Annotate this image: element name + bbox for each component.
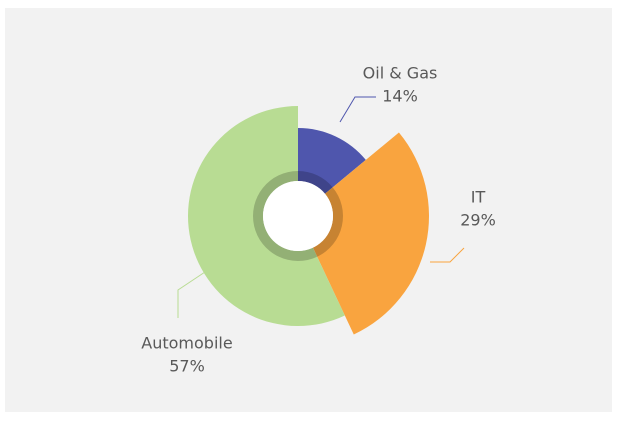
slice-label: Oil & Gas bbox=[363, 64, 438, 83]
slice-label: IT bbox=[471, 188, 486, 207]
pie-slice bbox=[298, 128, 366, 194]
slice-value-label: 29% bbox=[460, 211, 496, 230]
slice-label: Automobile bbox=[141, 334, 232, 353]
pie-slice bbox=[187, 106, 345, 327]
pie-slice-inner-ring bbox=[298, 171, 333, 194]
leader-line bbox=[177, 271, 206, 318]
pie-slice-inner-ring bbox=[253, 171, 318, 261]
slice-value-label: 57% bbox=[169, 357, 205, 376]
pie-slice bbox=[312, 132, 429, 335]
leader-line bbox=[339, 96, 376, 123]
donut-hole bbox=[263, 181, 333, 251]
slice-value-label: 14% bbox=[382, 87, 418, 106]
leader-line bbox=[430, 247, 465, 263]
pie-slice-inner-ring bbox=[312, 187, 343, 257]
